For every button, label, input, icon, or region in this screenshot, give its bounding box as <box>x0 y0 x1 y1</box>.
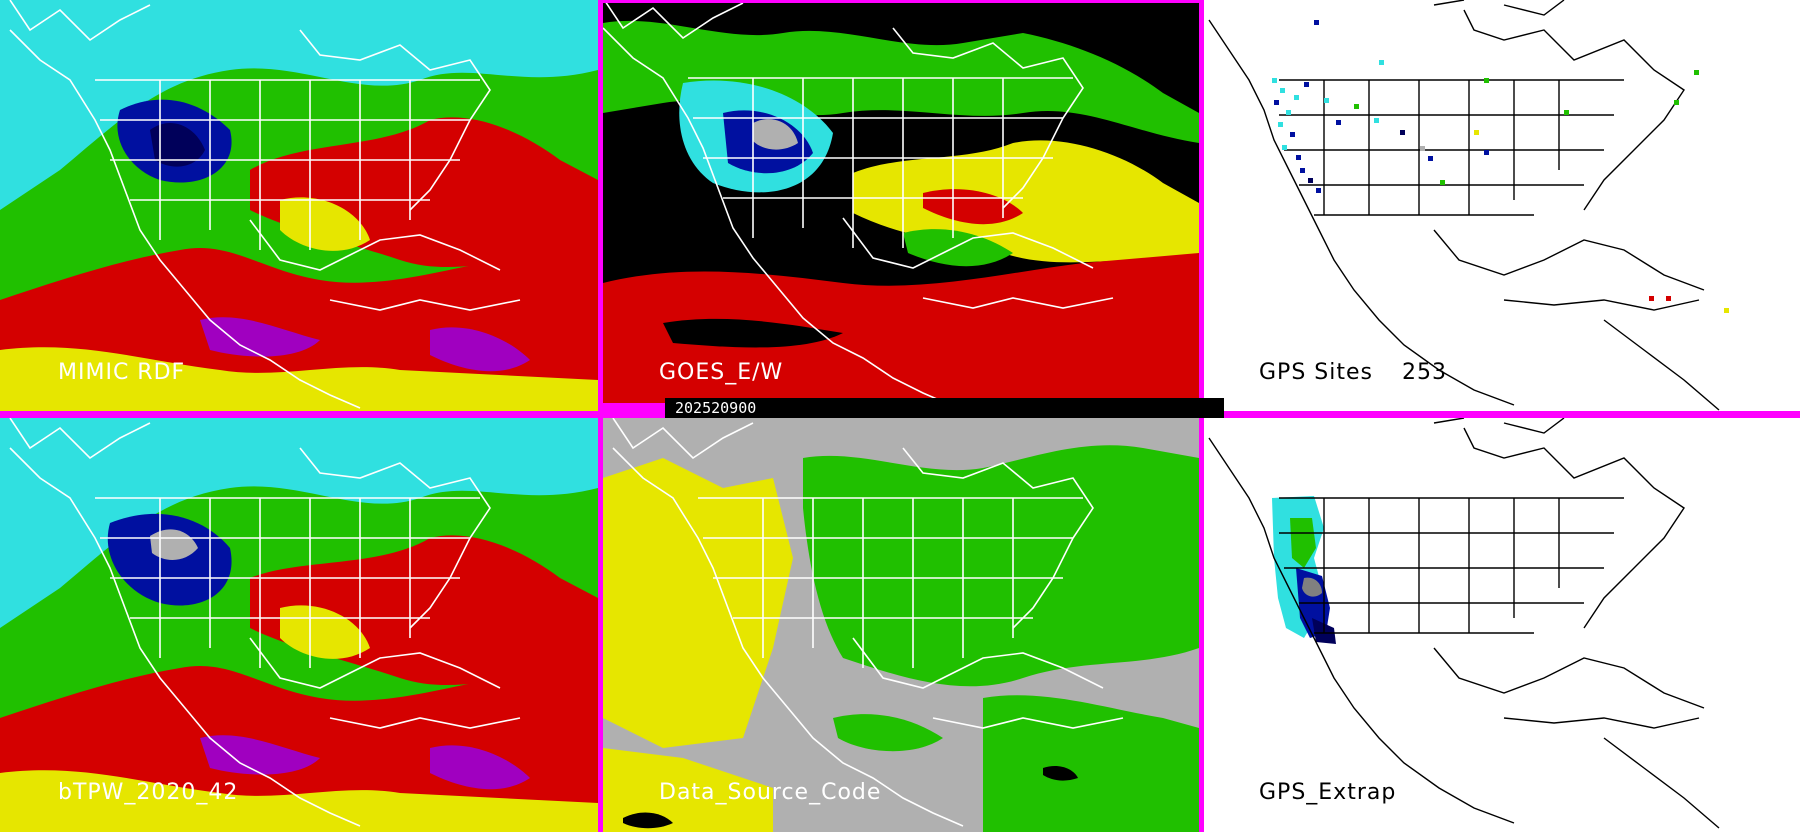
panel-gps-extrap: GPS_Extrap <box>1204 418 1800 832</box>
gps-sites-count: 253 <box>1402 360 1447 385</box>
panel-label-gps-extrap: GPS_Extrap <box>1259 780 1397 805</box>
gps-sites-map <box>1204 0 1800 411</box>
btpw-map <box>0 418 598 832</box>
panel-goes-ew: GOES_E/W <box>603 3 1199 403</box>
gps-extrap-map <box>1204 418 1800 832</box>
timestamp-bar: 202520900 <box>665 398 1224 418</box>
mimic-rdf-map <box>0 0 598 411</box>
panel-btpw: bTPW_2020_42 <box>0 418 598 832</box>
panel-gps-sites: GPS Sites 253 <box>1204 0 1800 411</box>
gps-site-markers <box>1272 20 1729 313</box>
panel-label-mimic-rdf: MIMIC RDF <box>58 360 186 385</box>
panel-label-btpw: bTPW_2020_42 <box>58 780 239 805</box>
goes-ew-map <box>603 3 1199 403</box>
panel-label-data-source: Data_Source_Code <box>659 780 882 805</box>
panel-mimic-rdf: MIMIC RDF <box>0 0 598 411</box>
panel-label-gps-sites: GPS Sites <box>1259 360 1373 385</box>
panel-label-goes-ew: GOES_E/W <box>659 360 784 385</box>
data-source-map <box>603 418 1199 832</box>
panel-data-source: Data_Source_Code <box>603 418 1199 832</box>
